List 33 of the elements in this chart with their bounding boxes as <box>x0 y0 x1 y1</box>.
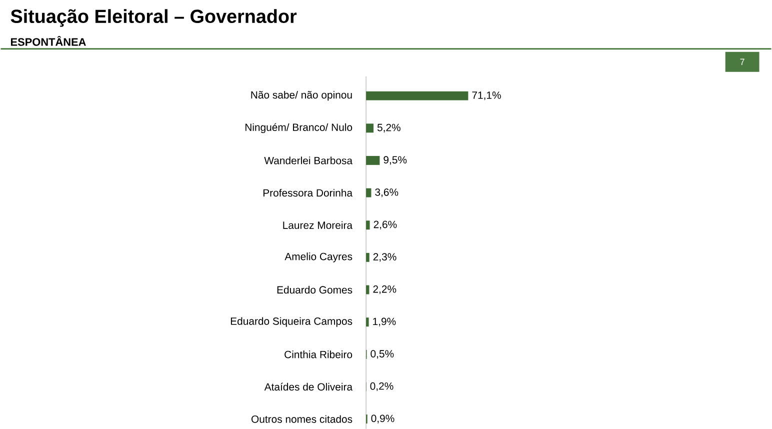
data-label: 2,6% <box>374 220 397 230</box>
data-label: 2,3% <box>373 253 396 262</box>
bar <box>366 124 374 133</box>
y-tick-label: Ninguém/ Branco/ Nulo <box>245 123 352 133</box>
text: Situação Eleitoral – Governador <box>10 9 297 27</box>
data-label: 1,9% <box>373 318 396 326</box>
text: ESPONTÂNEA <box>10 36 86 46</box>
data-label: 71,1% <box>472 91 501 100</box>
y-tick-label: Professora Dorinha <box>263 188 353 197</box>
y-tick-label: Wanderlei Barbosa <box>264 156 353 164</box>
data-label: 0,5% <box>370 350 394 359</box>
bar <box>366 156 380 165</box>
data-label: 3,6% <box>375 188 398 198</box>
bar <box>366 188 372 198</box>
data-label: 0,2% <box>370 382 394 391</box>
data-label: 5,2% <box>377 124 400 132</box>
y-tick-label: Eduardo Siqueira Campos <box>230 317 352 327</box>
y-tick-label: Cinthia Ribeiro <box>284 350 352 358</box>
bar <box>366 252 370 262</box>
bar <box>366 220 370 230</box>
data-label: 0,9% <box>371 414 394 424</box>
bar <box>366 91 468 100</box>
bar <box>366 285 370 294</box>
y-tick-label: Outros nomes citados <box>252 415 352 423</box>
y-tick-label: Laurez Moreira <box>283 221 353 229</box>
y-tick-label: Eduardo Gomes <box>277 286 352 294</box>
y-tick-label: Amelio Cayres <box>284 252 352 262</box>
data-label: 9,5% <box>384 156 407 165</box>
data-label: 2,2% <box>373 285 396 294</box>
text: 7 <box>740 58 744 65</box>
bar <box>366 317 369 326</box>
y-tick-label: Ataídes de Oliveira <box>264 382 353 391</box>
y-tick-label: Não sabe/ não opinou <box>251 90 352 101</box>
